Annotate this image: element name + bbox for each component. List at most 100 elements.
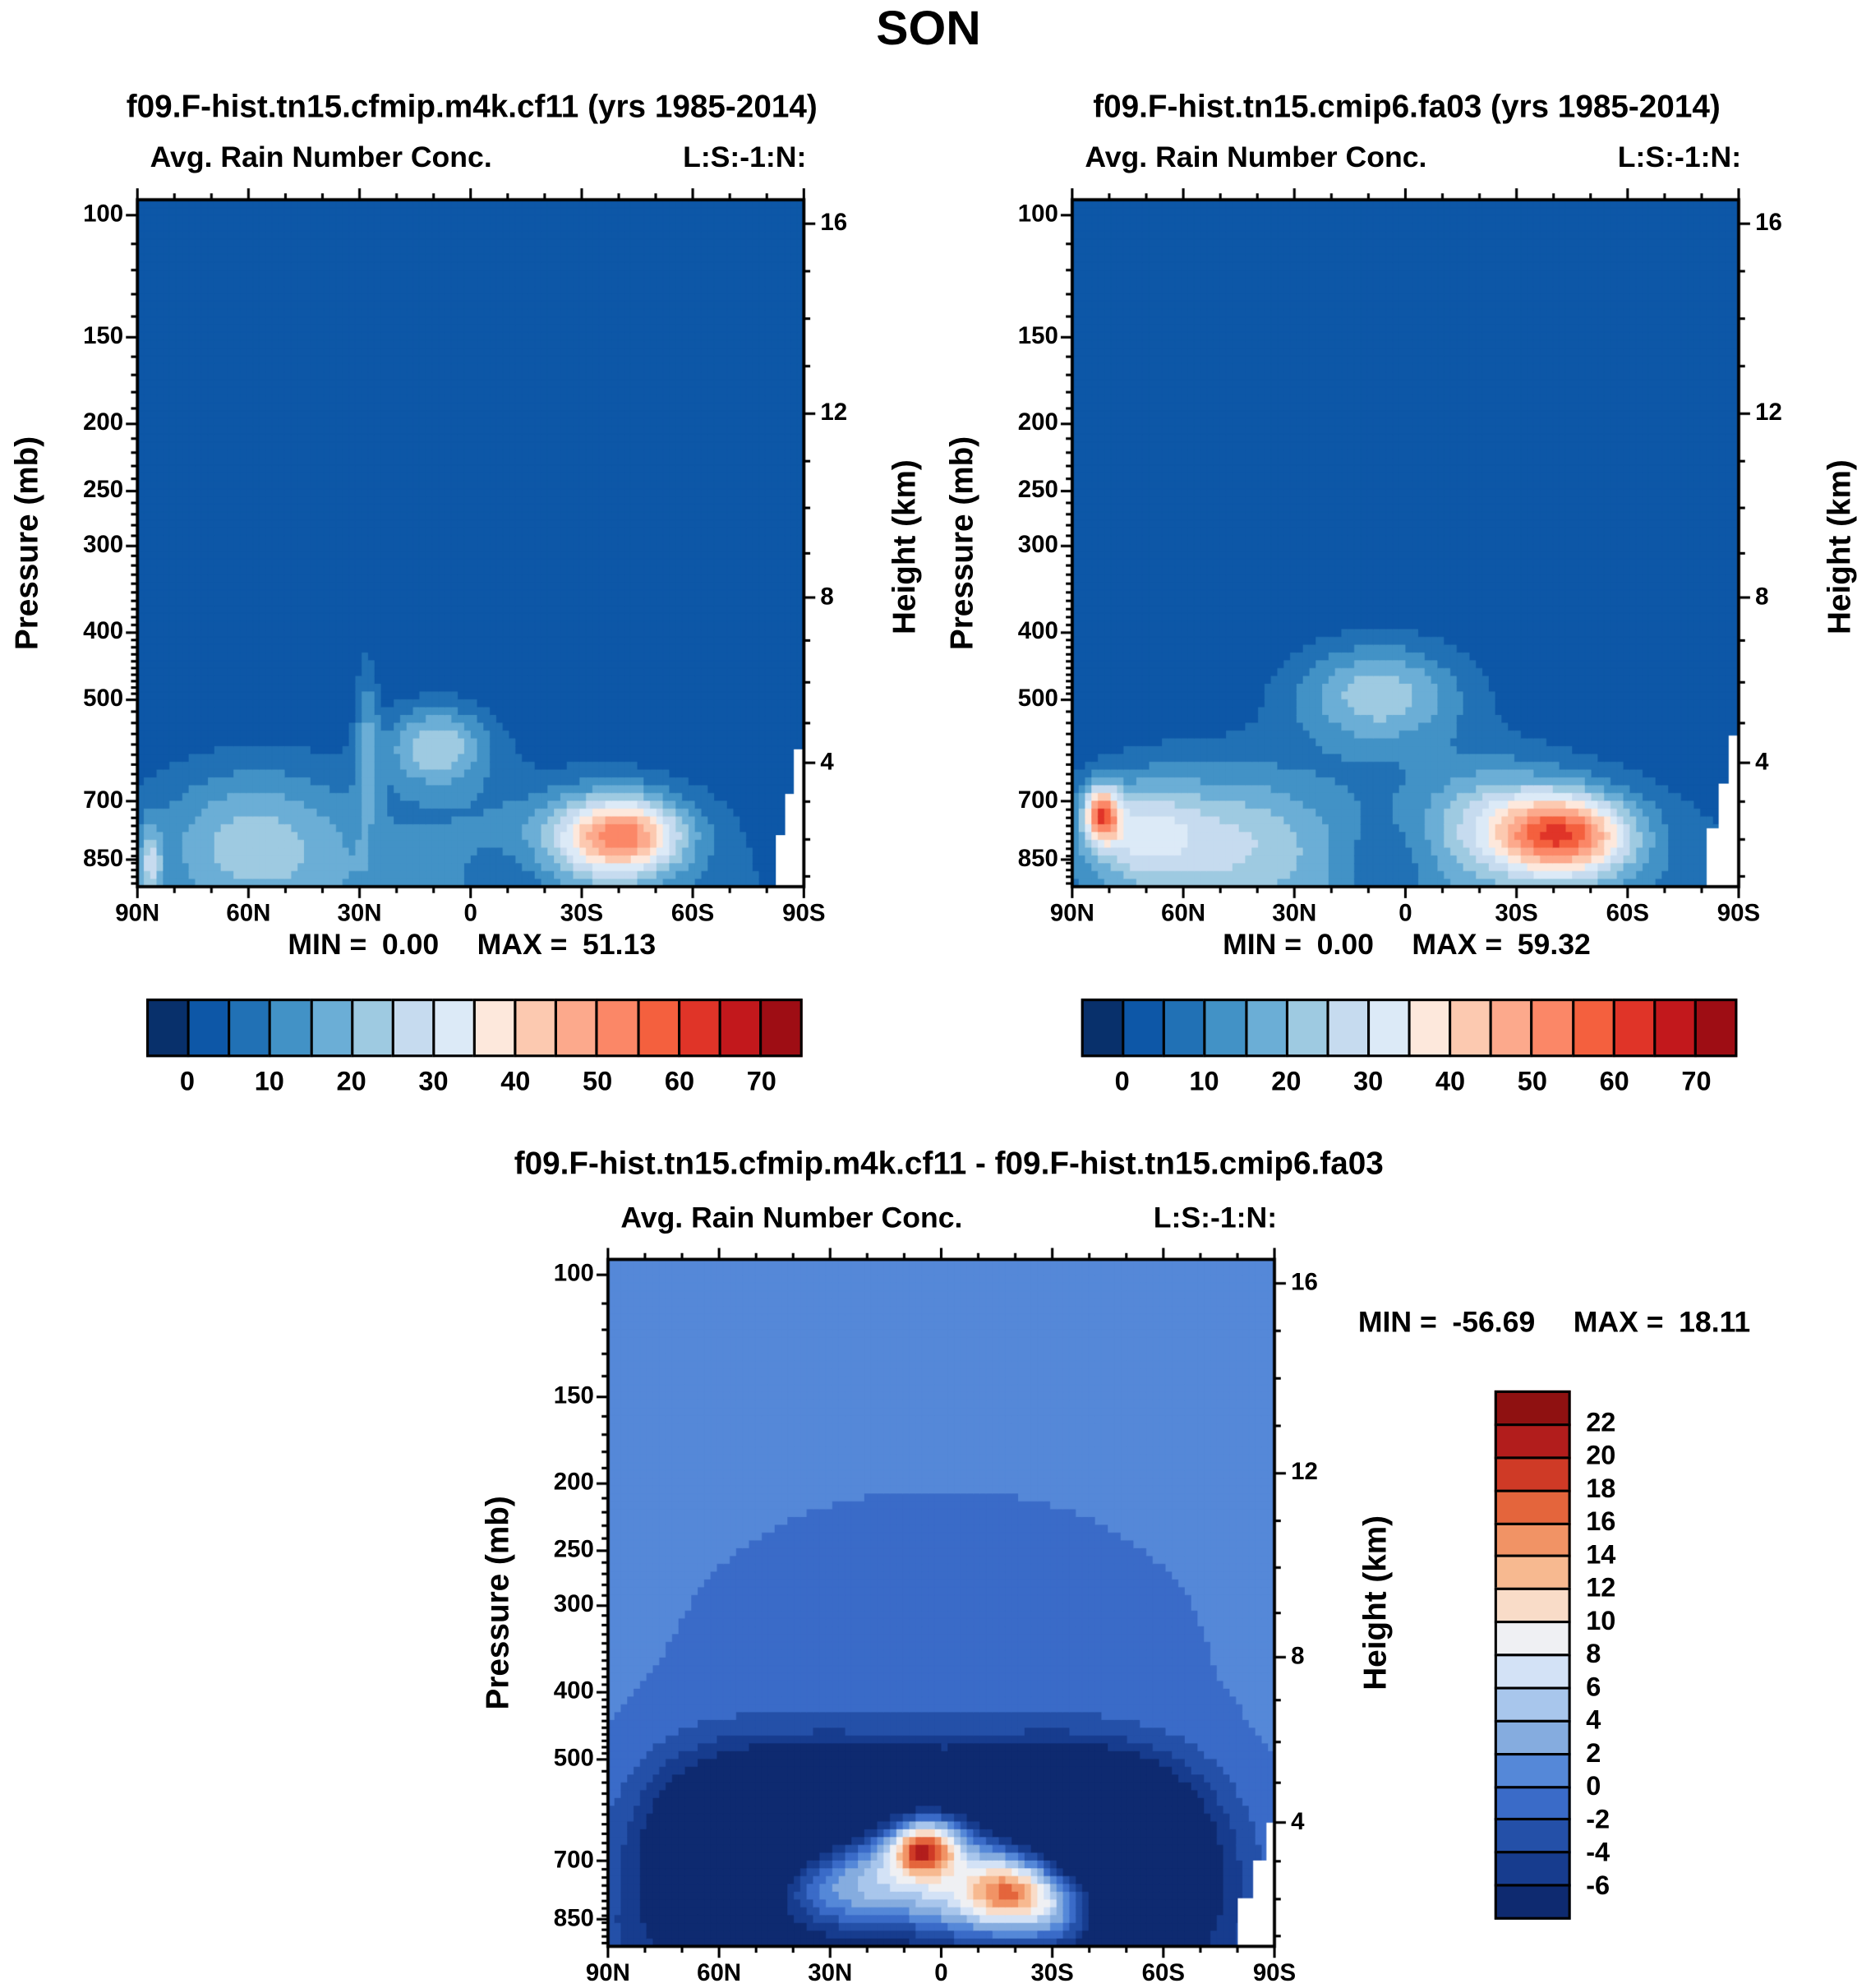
colorbar-tick-label: 2 <box>1586 1738 1601 1769</box>
latitude-tick-label: 90N <box>1049 900 1094 928</box>
min-label: MIN = <box>288 927 367 961</box>
colorbar-cell <box>146 999 190 1058</box>
panel-title: f09.F-hist.tn15.cfmip.m4k.cf11 - f09.F-h… <box>514 1146 1384 1182</box>
colorbar-tick-label: 0 <box>1114 1067 1130 1097</box>
stats-line: MIN = -56.69 MAX = 18.11 <box>1358 1305 1750 1340</box>
colorbar-tick-label: 70 <box>746 1067 776 1097</box>
latitude-tick-label: 90S <box>782 900 826 928</box>
colorbar-tick-label: 30 <box>1353 1067 1384 1097</box>
colorbar-cell <box>1494 1621 1571 1657</box>
colorbar-cell <box>472 999 517 1058</box>
colorbar-cell <box>1366 999 1411 1058</box>
height-tick-label: 12 <box>820 399 848 427</box>
colorbar-cell <box>1408 999 1452 1058</box>
latitude-tick-label: 0 <box>463 900 477 928</box>
colorbar-cell <box>1494 1489 1571 1525</box>
colorbar-tick-label: -4 <box>1586 1838 1610 1868</box>
pressure-tick-label: 200 <box>553 1469 594 1497</box>
panel-corner-label: L:S:-1:N: <box>1617 140 1742 173</box>
pressure-tick-label: 150 <box>553 1382 594 1410</box>
colorbar-cell <box>228 999 272 1058</box>
pressure-tick-label: 250 <box>553 1536 594 1564</box>
colorbar-cell <box>1163 999 1206 1058</box>
colorbar-cell <box>1494 1884 1571 1920</box>
colorbar-tick-label: 40 <box>1435 1067 1466 1097</box>
height-tick-label: 8 <box>1755 583 1769 611</box>
latitude-tick-label: 90N <box>115 900 160 928</box>
colorbar-tick-label: 12 <box>1586 1573 1616 1603</box>
max-value: 59.32 <box>1517 927 1591 961</box>
latitude-tick-label: 60N <box>226 900 271 928</box>
stats-line: MIN = 0.00 MAX = 59.32 <box>1223 927 1591 962</box>
colorbar-cell <box>187 999 231 1058</box>
height-axis-title: Height (km) <box>1822 459 1857 635</box>
min-label: MIN = <box>1223 927 1302 961</box>
latitude-tick-label: 60S <box>1606 900 1649 928</box>
height-tick-label: 8 <box>820 583 834 611</box>
panel-corner-label: L:S:-1:N: <box>683 140 807 173</box>
colorbar-cell <box>1494 1555 1571 1591</box>
colorbar-tick-label: 60 <box>664 1067 695 1097</box>
colorbar-cell <box>1612 999 1656 1058</box>
colorbar-left <box>146 999 803 1058</box>
colorbar-cell <box>350 999 394 1058</box>
pressure-tick-label: 300 <box>1017 532 1058 559</box>
height-tick-label: 16 <box>1291 1269 1318 1297</box>
pressure-tick-label: 500 <box>83 685 124 713</box>
stats-line: MIN = 0.00 MAX = 51.13 <box>288 927 656 962</box>
latitude-tick-label: 30S <box>1030 1960 1074 1987</box>
colorbar-cell <box>514 999 558 1058</box>
colorbar-cell <box>1326 999 1370 1058</box>
colorbar-tick-label: 8 <box>1586 1640 1601 1669</box>
colorbar-cell <box>1494 1851 1571 1887</box>
colorbar-cell <box>1494 1654 1571 1690</box>
colorbar-cell <box>269 999 313 1058</box>
latitude-tick-label: 0 <box>934 1960 948 1987</box>
colorbar-cell <box>1530 999 1574 1058</box>
colorbar-cell <box>1285 999 1329 1058</box>
height-tick-label: 8 <box>1291 1643 1305 1670</box>
colorbar-cell <box>677 999 721 1058</box>
colorbar-cell <box>1494 1752 1571 1788</box>
colorbar-cell <box>1203 999 1247 1058</box>
pressure-tick-label: 100 <box>1017 201 1058 228</box>
panel-title: f09.F-hist.tn15.cfmip.m4k.cf11 (yrs 1985… <box>126 89 818 125</box>
pressure-tick-label: 700 <box>1017 786 1058 814</box>
pressure-tick-label: 100 <box>83 201 124 228</box>
pressure-tick-label: 700 <box>83 786 124 814</box>
colorbar-cell <box>1571 999 1615 1058</box>
colorbar-cell <box>1494 1423 1571 1460</box>
colorbar-diff <box>1494 1390 1571 1920</box>
colorbar-tick-label: -2 <box>1586 1805 1610 1835</box>
max-label: MAX = <box>1412 927 1503 961</box>
pressure-tick-label: 400 <box>553 1678 594 1705</box>
colorbar-tick-label: -6 <box>1586 1870 1610 1901</box>
latitude-tick-label: 90N <box>585 1960 630 1987</box>
height-tick-label: 4 <box>820 749 834 776</box>
colorbar-cell <box>1494 1588 1571 1624</box>
panel-title: f09.F-hist.tn15.cmip6.fa03 (yrs 1985-201… <box>1093 89 1721 125</box>
colorbar-cell <box>1449 999 1493 1058</box>
colorbar-cell <box>1122 999 1166 1058</box>
colorbar-cell <box>1494 1455 1571 1492</box>
colorbar-tick-label: 18 <box>1586 1474 1616 1504</box>
contour-plot-left <box>119 182 822 905</box>
colorbar-tick-label: 6 <box>1586 1672 1601 1703</box>
colorbar-cell <box>1081 999 1125 1058</box>
pressure-tick-label: 150 <box>83 323 124 350</box>
colorbar-cell <box>636 999 680 1058</box>
colorbar-cell <box>1494 1522 1571 1558</box>
latitude-tick-label: 90S <box>1252 1960 1297 1987</box>
pressure-tick-label: 400 <box>83 618 124 646</box>
colorbar-cell <box>1244 999 1288 1058</box>
colorbar-tick-label: 4 <box>1586 1705 1601 1736</box>
max-value: 51.13 <box>583 927 657 961</box>
latitude-tick-label: 30S <box>560 900 604 928</box>
contour-plot-right <box>1054 182 1757 905</box>
max-label: MAX = <box>477 927 568 961</box>
panel-subtitle: Avg. Rain Number Conc. <box>1085 140 1427 173</box>
latitude-tick-label: 60N <box>1161 900 1206 928</box>
colorbar-tick-label: 20 <box>1586 1441 1616 1471</box>
max-label: MAX = <box>1573 1305 1664 1339</box>
